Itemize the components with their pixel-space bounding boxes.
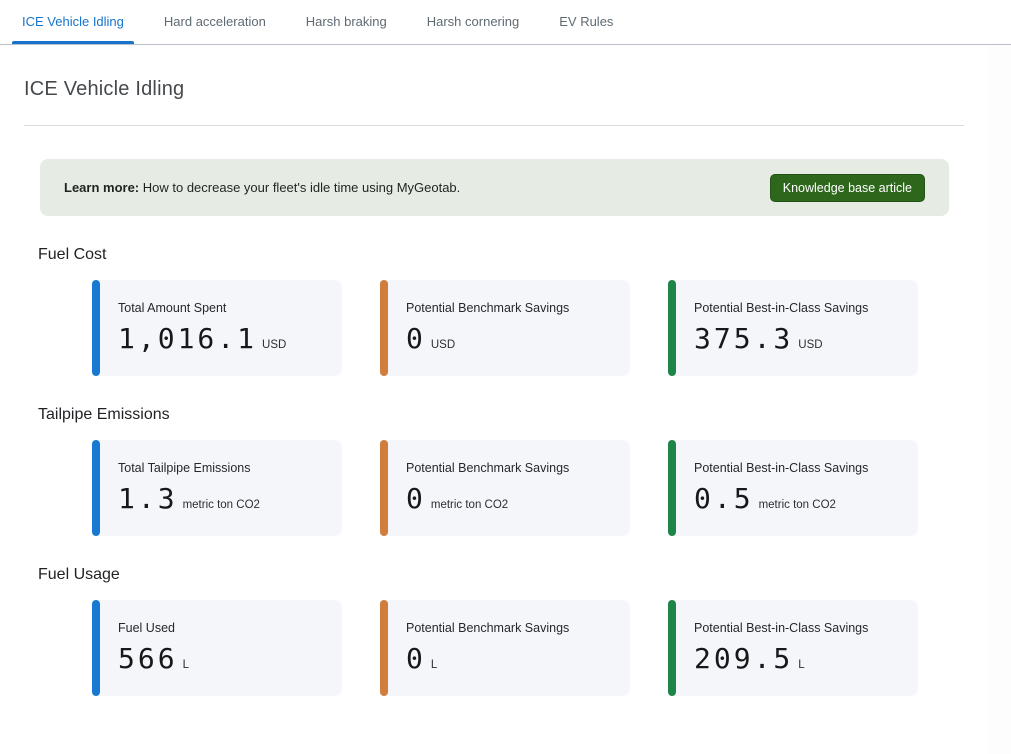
section-heading: Fuel Usage [38, 566, 120, 583]
card-label: Potential Benchmark Savings [406, 621, 570, 635]
card-accent-bar [92, 600, 100, 696]
banner-message: How to decrease your fleet's idle time u… [139, 180, 461, 195]
metric-card: Potential Best-in-Class Savings 0.5 metr… [668, 440, 918, 536]
metric-card: Potential Best-in-Class Savings 375.3 US… [668, 280, 918, 376]
card-value: 209.5 [694, 642, 794, 675]
metric-card: Fuel Used 566 L [92, 600, 342, 696]
card-row: Total Tailpipe Emissions 1.3 metric ton … [92, 440, 964, 536]
card-value-row: 1,016.1 USD [118, 322, 328, 355]
card-value: 0 [406, 482, 426, 515]
card-value-row: 1.3 metric ton CO2 [118, 482, 328, 515]
tab-label: Hard acceleration [163, 14, 266, 29]
card-value-row: 209.5 L [694, 642, 904, 675]
tab-harsh-braking[interactable]: Harsh braking [292, 0, 401, 44]
metric-card: Total Tailpipe Emissions 1.3 metric ton … [92, 440, 342, 536]
card-accent-bar [92, 280, 100, 376]
metric-card: Potential Benchmark Savings 0 metric ton… [380, 440, 630, 536]
metric-card: Potential Benchmark Savings 0 USD [380, 280, 630, 376]
card-label: Total Tailpipe Emissions [118, 461, 251, 475]
title-divider [24, 125, 964, 126]
card-value: 1,016.1 [118, 322, 258, 355]
card-label: Potential Benchmark Savings [406, 301, 570, 315]
content: ICE Vehicle Idling Learn more: How to de… [0, 45, 988, 754]
card-label: Total Amount Spent [118, 301, 227, 315]
tab-label: Harsh braking [305, 14, 387, 29]
tab-bar: ICE Vehicle Idling Hard acceleration Har… [0, 0, 1011, 45]
metric-section: Fuel Cost Total Amount Spent 1,016.1 USD… [24, 246, 964, 376]
card-unit: metric ton CO2 [758, 499, 836, 511]
section-heading: Fuel Cost [38, 246, 107, 263]
card-value: 1.3 [118, 482, 178, 515]
tab-harsh-cornering[interactable]: Harsh cornering [413, 0, 534, 44]
card-accent-bar [668, 600, 676, 696]
card-label: Potential Best-in-Class Savings [694, 621, 869, 635]
tab-label: ICE Vehicle Idling [22, 14, 124, 29]
metric-section: Tailpipe Emissions Total Tailpipe Emissi… [24, 406, 964, 536]
banner-label: Learn more: [64, 180, 140, 195]
metric-card: Potential Benchmark Savings 0 L [380, 600, 630, 696]
sections: Fuel Cost Total Amount Spent 1,016.1 USD… [24, 246, 964, 696]
card-value-row: 0 L [406, 642, 616, 675]
card-value-row: 566 L [118, 642, 328, 675]
card-accent-bar [92, 440, 100, 536]
card-unit: USD [430, 339, 456, 351]
learn-more-banner: Learn more: How to decrease your fleet's… [40, 159, 949, 216]
card-value-row: 0 USD [406, 322, 616, 355]
card-value: 0 [406, 642, 426, 675]
card-accent-bar [380, 600, 388, 696]
tab-label: EV Rules [559, 14, 614, 29]
card-unit: L [182, 659, 189, 671]
metric-card: Total Amount Spent 1,016.1 USD [92, 280, 342, 376]
card-label: Potential Best-in-Class Savings [694, 461, 869, 475]
card-accent-bar [380, 440, 388, 536]
card-label: Potential Benchmark Savings [406, 461, 570, 475]
card-unit: USD [798, 339, 823, 351]
card-label: Potential Best-in-Class Savings [694, 301, 869, 315]
card-unit: USD [262, 339, 287, 351]
card-value: 375.3 [694, 322, 794, 355]
card-unit: metric ton CO2 [430, 499, 509, 511]
metric-section: Fuel Usage Fuel Used 566 L Potential Ben… [24, 566, 964, 696]
card-label: Fuel Used [118, 621, 175, 635]
knowledge-base-article-button[interactable]: Knowledge base article [769, 173, 925, 202]
tab-ev-rules[interactable]: EV Rules [545, 0, 627, 44]
card-accent-bar [380, 280, 388, 376]
tab-ice-vehicle-idling[interactable]: ICE Vehicle Idling [8, 0, 138, 44]
banner-text: Learn more: How to decrease your fleet's… [64, 180, 460, 195]
card-value-row: 0 metric ton CO2 [406, 482, 616, 515]
card-unit: L [798, 659, 805, 671]
card-value: 0 [406, 322, 426, 355]
tab-hard-acceleration[interactable]: Hard acceleration [150, 0, 280, 44]
card-value: 566 [118, 642, 178, 675]
card-unit: metric ton CO2 [182, 499, 260, 511]
tab-label: Harsh cornering [426, 14, 520, 29]
card-accent-bar [668, 440, 676, 536]
card-accent-bar [668, 280, 676, 376]
card-row: Total Amount Spent 1,016.1 USD Potential… [92, 280, 964, 376]
card-value-row: 375.3 USD [694, 322, 904, 355]
card-value-row: 0.5 metric ton CO2 [694, 482, 904, 515]
card-row: Fuel Used 566 L Potential Benchmark Savi… [92, 600, 964, 696]
card-unit: L [430, 659, 438, 671]
card-value: 0.5 [694, 482, 754, 515]
metric-card: Potential Best-in-Class Savings 209.5 L [668, 600, 918, 696]
page-title: ICE Vehicle Idling [24, 78, 185, 100]
section-heading: Tailpipe Emissions [38, 406, 170, 423]
